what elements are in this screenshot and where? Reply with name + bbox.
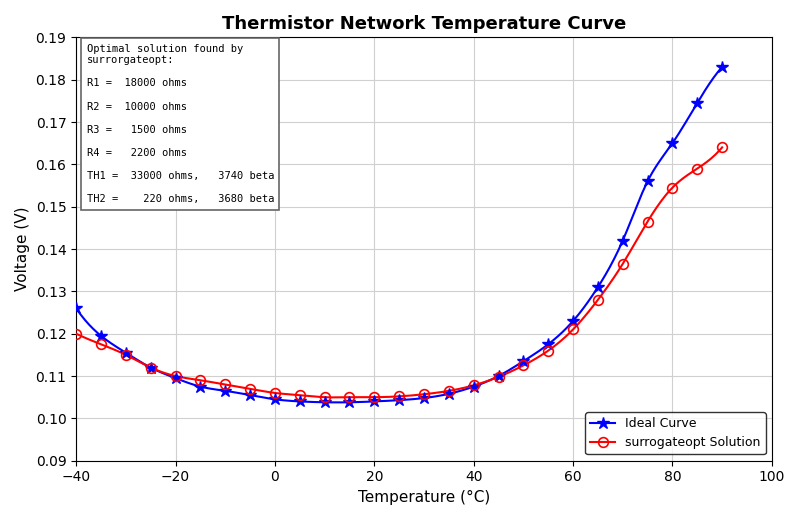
Y-axis label: Voltage (V): Voltage (V) [15, 207, 30, 291]
Text: Optimal solution found by
surrorgateopt:

R1 =  18000 ohms

R2 =  10000 ohms

R3: Optimal solution found by surrorgateopt:… [86, 44, 274, 204]
Legend: Ideal Curve, surrogateopt Solution: Ideal Curve, surrogateopt Solution [585, 412, 766, 454]
X-axis label: Temperature (°C): Temperature (°C) [358, 490, 490, 505]
Title: Thermistor Network Temperature Curve: Thermistor Network Temperature Curve [222, 15, 626, 33]
